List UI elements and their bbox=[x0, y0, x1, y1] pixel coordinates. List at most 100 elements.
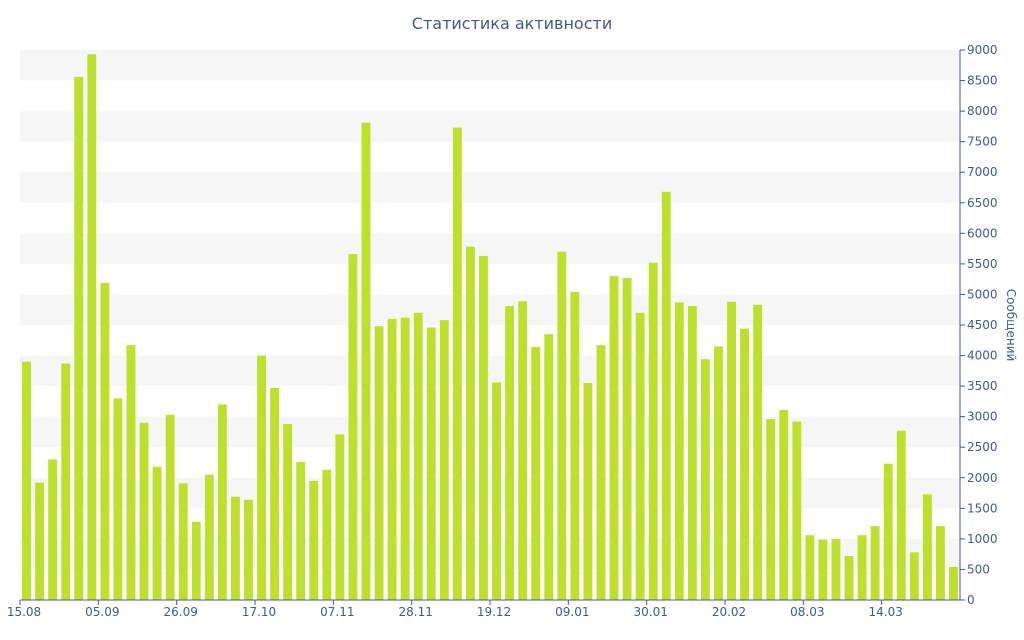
x-tick-label: 15.08 bbox=[7, 605, 41, 619]
bar bbox=[922, 494, 932, 600]
bar bbox=[583, 383, 593, 600]
bar bbox=[949, 567, 958, 600]
y-tick-label: 6500 bbox=[967, 196, 998, 210]
x-tick-label: 05.09 bbox=[85, 605, 119, 619]
y-tick-label: 8000 bbox=[967, 104, 998, 118]
bar bbox=[596, 345, 606, 600]
bar bbox=[87, 54, 97, 600]
bar bbox=[518, 301, 528, 600]
bar bbox=[191, 521, 201, 600]
x-tick-label: 17.10 bbox=[242, 605, 276, 619]
bar bbox=[479, 255, 488, 600]
grid-band bbox=[20, 416, 960, 448]
y-tick-label: 3000 bbox=[967, 410, 998, 424]
x-tick-label: 08.03 bbox=[790, 605, 824, 619]
y-tick-label: 9000 bbox=[967, 43, 998, 57]
x-tick-label: 20.02 bbox=[712, 605, 746, 619]
grid-band bbox=[20, 355, 960, 387]
bar bbox=[792, 421, 802, 600]
bar bbox=[22, 361, 31, 600]
bar bbox=[700, 359, 710, 600]
bar bbox=[152, 466, 162, 600]
y-tick-label: 3500 bbox=[967, 379, 998, 393]
bar bbox=[100, 282, 110, 600]
y-axis-title: Сообщений bbox=[1004, 289, 1018, 362]
bar bbox=[139, 422, 149, 600]
bar bbox=[361, 122, 371, 600]
bar bbox=[61, 363, 71, 600]
bar bbox=[935, 526, 945, 600]
bar bbox=[831, 538, 841, 600]
bar bbox=[805, 535, 815, 600]
bar bbox=[609, 276, 619, 600]
bar bbox=[35, 482, 45, 600]
y-tick-label: 1000 bbox=[967, 532, 998, 546]
y-tick-label: 7000 bbox=[967, 165, 998, 179]
bar bbox=[270, 387, 280, 600]
y-tick-label: 2000 bbox=[967, 471, 998, 485]
bar bbox=[400, 317, 410, 600]
bar bbox=[557, 251, 567, 601]
bar bbox=[883, 463, 893, 600]
bar bbox=[178, 483, 188, 600]
bar bbox=[766, 419, 776, 600]
y-tick-label: 6000 bbox=[967, 226, 998, 240]
bar bbox=[322, 469, 332, 600]
bar bbox=[439, 320, 449, 600]
bar bbox=[844, 556, 854, 600]
grid-band bbox=[20, 538, 960, 570]
bar bbox=[296, 461, 306, 600]
grid-bands bbox=[20, 50, 960, 570]
bar bbox=[674, 302, 684, 600]
y-tick-label: 5500 bbox=[967, 257, 998, 271]
bar bbox=[230, 496, 240, 600]
bar bbox=[909, 552, 919, 600]
y-tick-label: 5000 bbox=[967, 287, 998, 301]
bar bbox=[465, 246, 475, 600]
y-tick-label: 8500 bbox=[967, 74, 998, 88]
x-axis-ticks: 15.08 05.09 26.09 17.10 07.11 28.11 19.12 09.01… bbox=[7, 600, 903, 619]
bar bbox=[126, 345, 136, 600]
bar bbox=[753, 304, 763, 600]
grid-band bbox=[20, 111, 960, 142]
bar bbox=[348, 254, 358, 601]
bar bbox=[113, 398, 123, 600]
x-tick-label: 14.03 bbox=[868, 605, 902, 619]
grid-band bbox=[20, 233, 960, 264]
chart-title: Статистика активности bbox=[411, 14, 613, 33]
bar bbox=[779, 409, 789, 600]
bar bbox=[244, 499, 253, 600]
y-tick-label: 4000 bbox=[967, 349, 998, 363]
bar bbox=[570, 292, 580, 600]
y-tick-label: 7500 bbox=[967, 135, 998, 149]
y-tick-label: 500 bbox=[967, 562, 990, 576]
y-axis-ticks: 0 500 1000 1500 2000 2500 3000 3500 4000 4500 5000… bbox=[960, 43, 998, 607]
bar bbox=[283, 424, 293, 600]
bar bbox=[452, 127, 462, 601]
bar bbox=[544, 334, 554, 600]
x-tick-label: 28.11 bbox=[398, 605, 432, 619]
bar bbox=[661, 191, 671, 600]
bar bbox=[165, 414, 175, 600]
grid-band bbox=[20, 50, 960, 81]
y-tick-label: 1500 bbox=[967, 501, 998, 515]
bar bbox=[426, 327, 436, 600]
bar bbox=[727, 301, 736, 600]
bar bbox=[413, 312, 423, 600]
bar bbox=[896, 430, 906, 600]
x-tick-label: 19.12 bbox=[477, 605, 511, 619]
bar bbox=[374, 326, 384, 600]
bar bbox=[48, 459, 58, 600]
x-tick-label: 30.01 bbox=[633, 605, 667, 619]
x-tick-label: 07.11 bbox=[320, 605, 354, 619]
bar bbox=[335, 434, 345, 600]
bar bbox=[505, 306, 515, 600]
bar bbox=[635, 312, 645, 600]
bar bbox=[204, 474, 214, 600]
x-tick-label: 26.09 bbox=[163, 605, 197, 619]
bar bbox=[257, 355, 266, 600]
y-tick-label: 0 bbox=[967, 593, 975, 607]
y-tick-label: 2500 bbox=[967, 440, 998, 454]
bar bbox=[387, 318, 397, 600]
